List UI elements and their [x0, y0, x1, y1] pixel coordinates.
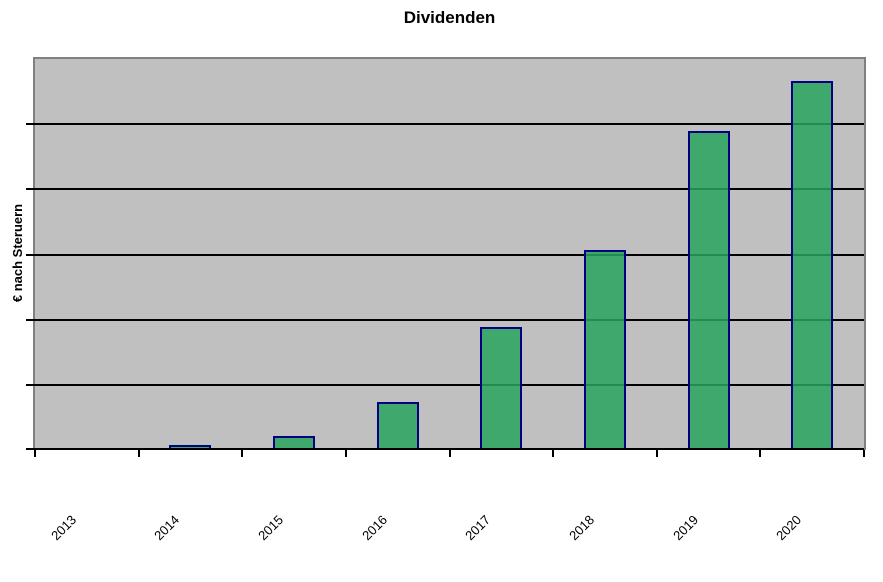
x-axis-label-2020: 2020 [773, 512, 805, 544]
x-axis-tick [759, 450, 761, 457]
chart-title: Dividenden [403, 8, 496, 27]
plot-area [26, 57, 866, 457]
x-axis-line [26, 448, 864, 450]
x-axis-label-2019: 2019 [670, 512, 702, 544]
x-axis-label-2014: 2014 [151, 512, 183, 544]
bar-2019 [688, 131, 730, 450]
bar-2015 [273, 436, 315, 450]
x-axis-tick [345, 450, 347, 457]
horizontal-gridline [26, 254, 864, 256]
bar-2017 [480, 327, 522, 450]
bar-2020 [791, 81, 833, 450]
x-axis-tick [241, 450, 243, 457]
x-axis-tick [863, 450, 865, 457]
horizontal-gridline [26, 123, 864, 125]
horizontal-gridline [26, 384, 864, 386]
horizontal-gridline [26, 188, 864, 190]
x-axis-label-2016: 2016 [359, 512, 391, 544]
x-axis-tick [34, 450, 36, 457]
horizontal-gridline [26, 319, 864, 321]
y-axis-title: € nach Steruern [10, 203, 25, 303]
x-axis-label-2018: 2018 [566, 512, 598, 544]
bar-2014 [169, 445, 211, 450]
x-axis-tick [138, 450, 140, 457]
x-axis-tick [449, 450, 451, 457]
bar-2016 [377, 402, 419, 450]
x-axis-tick [656, 450, 658, 457]
x-axis-label-2017: 2017 [462, 512, 494, 544]
x-axis-label-2015: 2015 [255, 512, 287, 544]
x-axis-tick [552, 450, 554, 457]
bar-2018 [584, 250, 626, 450]
x-axis-label-2013: 2013 [48, 512, 80, 544]
